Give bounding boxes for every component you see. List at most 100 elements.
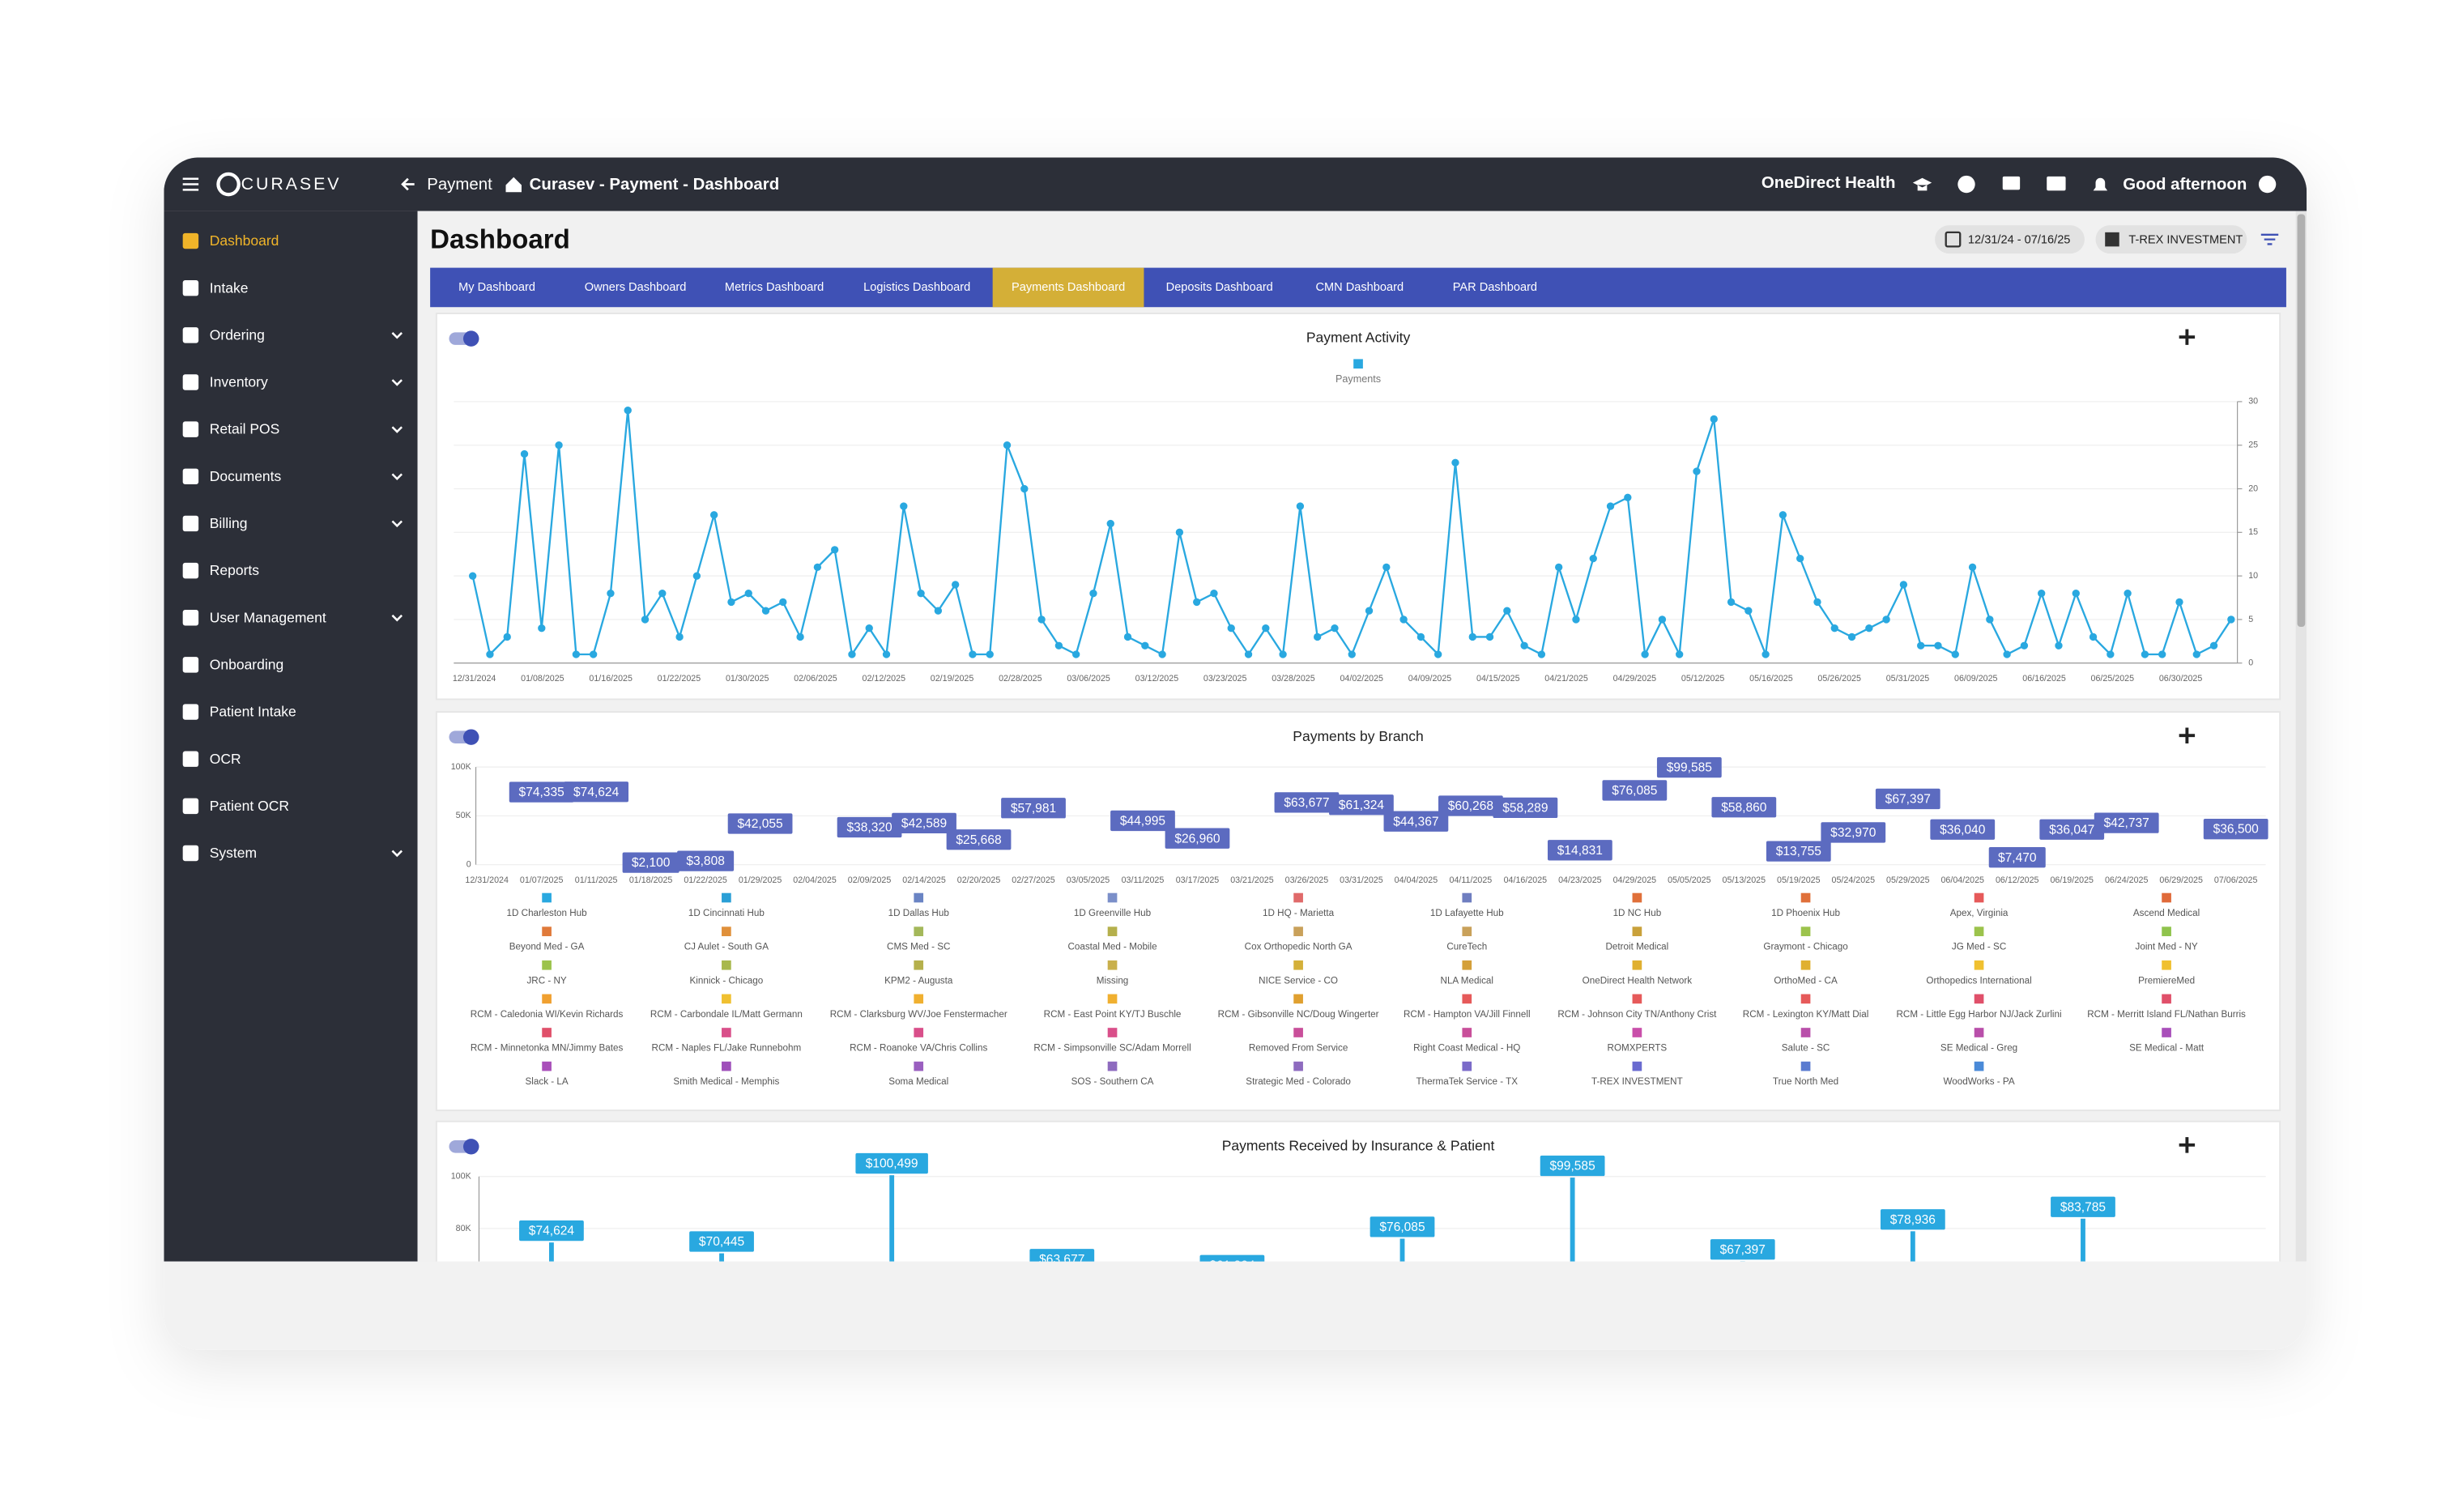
legend-label[interactable]: Apex, Virginia xyxy=(1950,908,2009,918)
tab[interactable]: CMN Dashboard xyxy=(1316,281,1404,294)
legend-label[interactable]: PremiereMed xyxy=(2138,975,2195,986)
org-name[interactable]: OneDirect Health xyxy=(1761,174,1896,192)
legend-swatch[interactable] xyxy=(722,926,731,936)
legend-swatch[interactable] xyxy=(1293,1028,1303,1037)
legend-label[interactable]: JG Med - SC xyxy=(1952,942,2006,952)
legend-label[interactable]: CureTech xyxy=(1446,942,1487,952)
toggle-knob[interactable] xyxy=(462,1139,479,1155)
legend-label[interactable]: Strategic Med - Colorado xyxy=(1246,1076,1351,1087)
legend-swatch[interactable] xyxy=(2162,892,2171,903)
tab[interactable]: Owners Dashboard xyxy=(585,281,687,294)
legend-label[interactable]: 1D HQ - Marietta xyxy=(1263,908,1335,918)
legend-label[interactable]: ROMXPERTS xyxy=(1608,1043,1668,1054)
legend-swatch[interactable] xyxy=(2162,994,2171,1004)
legend-label[interactable]: RCM - Minnetonka MN/Jimmy Bates xyxy=(471,1043,624,1054)
legend-label[interactable]: OrthoMed - CA xyxy=(1774,975,1838,986)
legend-label[interactable]: Slack - LA xyxy=(526,1076,569,1087)
legend-swatch[interactable] xyxy=(1632,994,1642,1004)
legend-label[interactable]: Salute - SC xyxy=(1782,1043,1830,1054)
legend-label[interactable]: CMS Med - SC xyxy=(887,942,950,952)
legend-label[interactable]: JRC - NY xyxy=(526,975,566,986)
legend-label[interactable]: Soma Medical xyxy=(888,1076,948,1087)
legend-label[interactable]: Graymont - Chicago xyxy=(1763,942,1847,952)
legend-swatch[interactable] xyxy=(722,892,731,903)
legend-swatch[interactable] xyxy=(2162,926,2171,936)
help-icon[interactable] xyxy=(1957,175,1975,194)
entity[interactable]: T-REX INVESTMENT xyxy=(2128,233,2243,246)
legend-swatch[interactable] xyxy=(1632,960,1642,970)
nav-item[interactable]: User Management xyxy=(210,609,326,625)
toggle-knob[interactable] xyxy=(462,729,479,745)
legend-label[interactable]: RCM - Roanoke VA/Chris Collins xyxy=(850,1043,987,1054)
chevron[interactable] xyxy=(391,426,403,433)
menu-icon[interactable] xyxy=(182,177,199,191)
legend-swatch[interactable] xyxy=(542,892,552,903)
move-icon[interactable] xyxy=(2179,1137,2196,1153)
legend-swatch[interactable] xyxy=(914,1028,924,1037)
legend-swatch[interactable] xyxy=(1800,1061,1811,1071)
legend-label[interactable]: RCM - Johnson City TN/Anthony Crist xyxy=(1557,1009,1717,1020)
legend-label[interactable]: Orthopedics International xyxy=(1926,975,2031,986)
legend-label[interactable]: SE Medical - Matt xyxy=(2129,1043,2205,1054)
legend-swatch[interactable] xyxy=(914,1061,924,1071)
nav-item[interactable]: Ordering xyxy=(210,326,265,343)
chevron[interactable] xyxy=(391,614,403,622)
legend-swatch[interactable] xyxy=(1462,960,1472,970)
legend-swatch[interactable] xyxy=(1462,994,1472,1004)
tab[interactable]: Logistics Dashboard xyxy=(863,281,970,294)
legend-swatch[interactable] xyxy=(1800,994,1811,1004)
nav-item[interactable]: Patient OCR xyxy=(210,798,289,814)
nav-item[interactable]: Billing xyxy=(210,515,248,531)
legend-swatch[interactable] xyxy=(1293,1061,1303,1071)
chevron[interactable] xyxy=(391,520,403,528)
chevron[interactable] xyxy=(391,850,403,858)
date-range[interactable]: 12/31/24 - 07/16/25 xyxy=(1968,233,2070,246)
legend-label[interactable]: RCM - Simpsonville SC/Adam Morrell xyxy=(1033,1043,1191,1054)
legend-swatch[interactable] xyxy=(1974,960,1984,970)
legend-label[interactable]: NICE Service - CO xyxy=(1259,975,1338,986)
legend-swatch[interactable] xyxy=(2162,1028,2171,1037)
legend-swatch[interactable] xyxy=(1632,892,1642,903)
legend-label[interactable]: Removed From Service xyxy=(1249,1043,1348,1054)
legend-label[interactable]: CJ Aulet - South GA xyxy=(684,942,769,952)
legend-swatch[interactable] xyxy=(1974,1028,1984,1037)
move-icon[interactable] xyxy=(2179,329,2196,345)
legend-swatch[interactable] xyxy=(1632,1061,1642,1071)
legend-swatch[interactable] xyxy=(542,994,552,1004)
legend-swatch[interactable] xyxy=(2162,960,2171,970)
legend-swatch[interactable] xyxy=(1974,926,1984,936)
legend-swatch[interactable] xyxy=(1107,1028,1118,1037)
legend-swatch[interactable] xyxy=(1974,892,1984,903)
legend-label[interactable]: RCM - Clarksburg WV/Joe Fenstermacher xyxy=(830,1009,1007,1020)
legend-label[interactable]: RCM - Carbondale IL/Matt Germann xyxy=(650,1009,803,1020)
legend-label[interactable]: RCM - Little Egg Harbor NJ/Jack Zurlini xyxy=(1897,1009,2062,1020)
legend-swatch[interactable] xyxy=(722,1061,731,1071)
legend-swatch[interactable] xyxy=(1800,1028,1811,1037)
legend-label[interactable]: RCM - Merritt Island FL/Nathan Burris xyxy=(2087,1009,2246,1020)
legend-swatch[interactable] xyxy=(542,1061,552,1071)
nav-item[interactable]: Reports xyxy=(210,562,260,578)
legend-swatch[interactable] xyxy=(1974,1061,1984,1071)
legend-label[interactable]: ThermaTek Service - TX xyxy=(1416,1076,1519,1087)
legend-label[interactable]: 1D Lafayette Hub xyxy=(1430,908,1504,918)
legend-swatch[interactable] xyxy=(1632,926,1642,936)
date-chip[interactable] xyxy=(1935,225,2085,254)
legend-swatch[interactable] xyxy=(1800,892,1811,903)
legend-swatch[interactable] xyxy=(542,926,552,936)
legend-label[interactable]: OneDirect Health Network xyxy=(1583,975,1693,986)
nav-item[interactable]: Inventory xyxy=(210,374,268,390)
legend-swatch[interactable] xyxy=(1462,1061,1472,1071)
legend-swatch[interactable] xyxy=(1462,926,1472,936)
nav-item[interactable]: OCR xyxy=(210,751,241,767)
legend-swatch[interactable] xyxy=(1293,892,1303,903)
legend-swatch[interactable] xyxy=(1107,892,1118,903)
nav-item[interactable]: Dashboard xyxy=(210,232,279,249)
tab[interactable]: PAR Dashboard xyxy=(1453,281,1537,294)
legend-swatch[interactable] xyxy=(1632,1028,1642,1037)
legend-swatch[interactable] xyxy=(1293,960,1303,970)
legend-label[interactable]: True North Med xyxy=(1773,1076,1838,1087)
chevron[interactable] xyxy=(391,332,403,339)
tab[interactable]: Payments Dashboard xyxy=(1012,281,1125,294)
legend-label[interactable]: RCM - Hampton VA/Jill Finnell xyxy=(1404,1009,1531,1020)
nav-item[interactable]: System xyxy=(210,845,257,861)
